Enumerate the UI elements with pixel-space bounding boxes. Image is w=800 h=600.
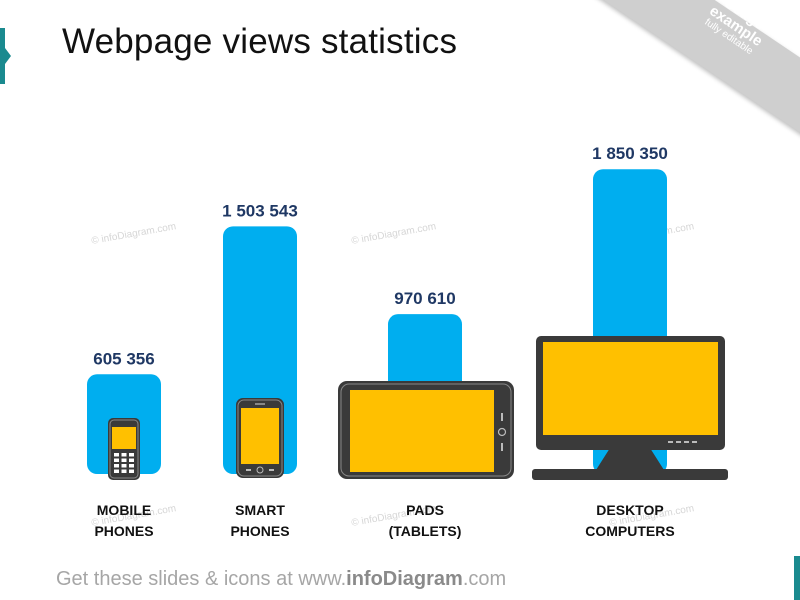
category-label-4: COMPUTERS [585, 523, 674, 539]
category-label-4: DESKTOP [596, 502, 663, 518]
category-label-1: MOBILE [97, 502, 151, 518]
accent-bar-right [794, 556, 800, 600]
category-label-1: PHONES [94, 523, 153, 539]
value-label-2: 1 503 543 [222, 201, 298, 220]
labels-layer: 605 356 MOBILE PHONES 1 503 543 SMART PHONES 9… [93, 144, 674, 539]
category-label-3: PADS [406, 502, 444, 518]
page-title: Webpage views statistics [62, 22, 458, 61]
accent-bar-left [0, 28, 11, 84]
category-label-3: (TABLETS) [389, 523, 462, 539]
device-icons-layer [108, 336, 728, 480]
value-label-3: 970 610 [394, 289, 455, 308]
footer-brand: infoDiagram [346, 568, 463, 590]
value-label-4: 1 850 350 [592, 144, 668, 163]
footer-text: Get these slides & icons at www.infoDiag… [56, 568, 506, 591]
tablet-icon [338, 381, 514, 479]
watermark-text: © infoDiagram.com [351, 221, 437, 247]
bar-chart: © infoDiagram.com © infoDiagram.com © in… [87, 144, 728, 539]
desktop-monitor-icon [532, 336, 728, 480]
value-label-1: 605 356 [93, 349, 154, 368]
category-label-2: PHONES [230, 523, 289, 539]
mobile-phone-icon [108, 418, 140, 480]
footer-prefix: Get these slides & icons at www. [56, 568, 347, 590]
smartphone-icon [236, 398, 284, 478]
category-label-2: SMART [235, 502, 285, 518]
watermark-text: © infoDiagram.com [91, 221, 177, 247]
footer-suffix: .com [462, 568, 507, 590]
